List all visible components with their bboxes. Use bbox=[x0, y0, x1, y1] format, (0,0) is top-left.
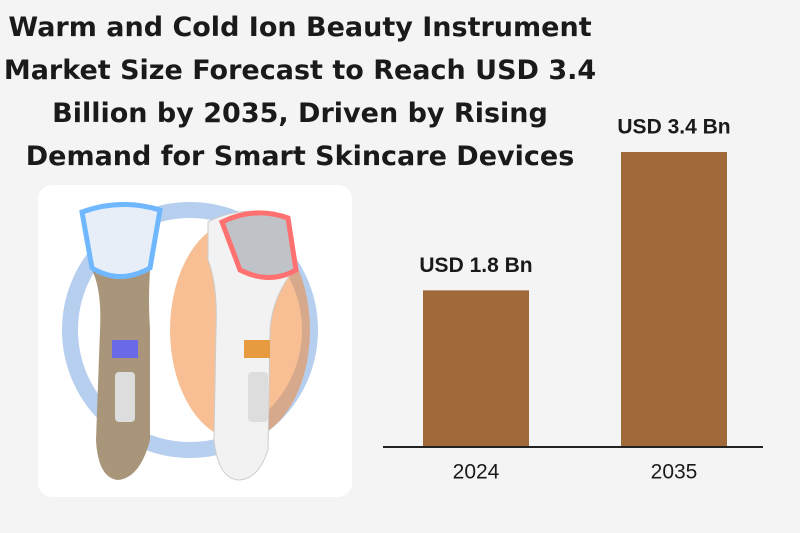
value-label: USD 1.8 Bn bbox=[419, 254, 532, 277]
chart-title: Warm and Cold Ion Beauty Instrument Mark… bbox=[3, 12, 597, 172]
product-illustration bbox=[38, 185, 352, 497]
x-tick-label: 2024 bbox=[453, 461, 500, 484]
x-tick-label: 2035 bbox=[651, 461, 698, 484]
bar bbox=[621, 152, 727, 446]
value-label: USD 3.4 Bn bbox=[617, 116, 730, 139]
bar bbox=[423, 290, 529, 446]
